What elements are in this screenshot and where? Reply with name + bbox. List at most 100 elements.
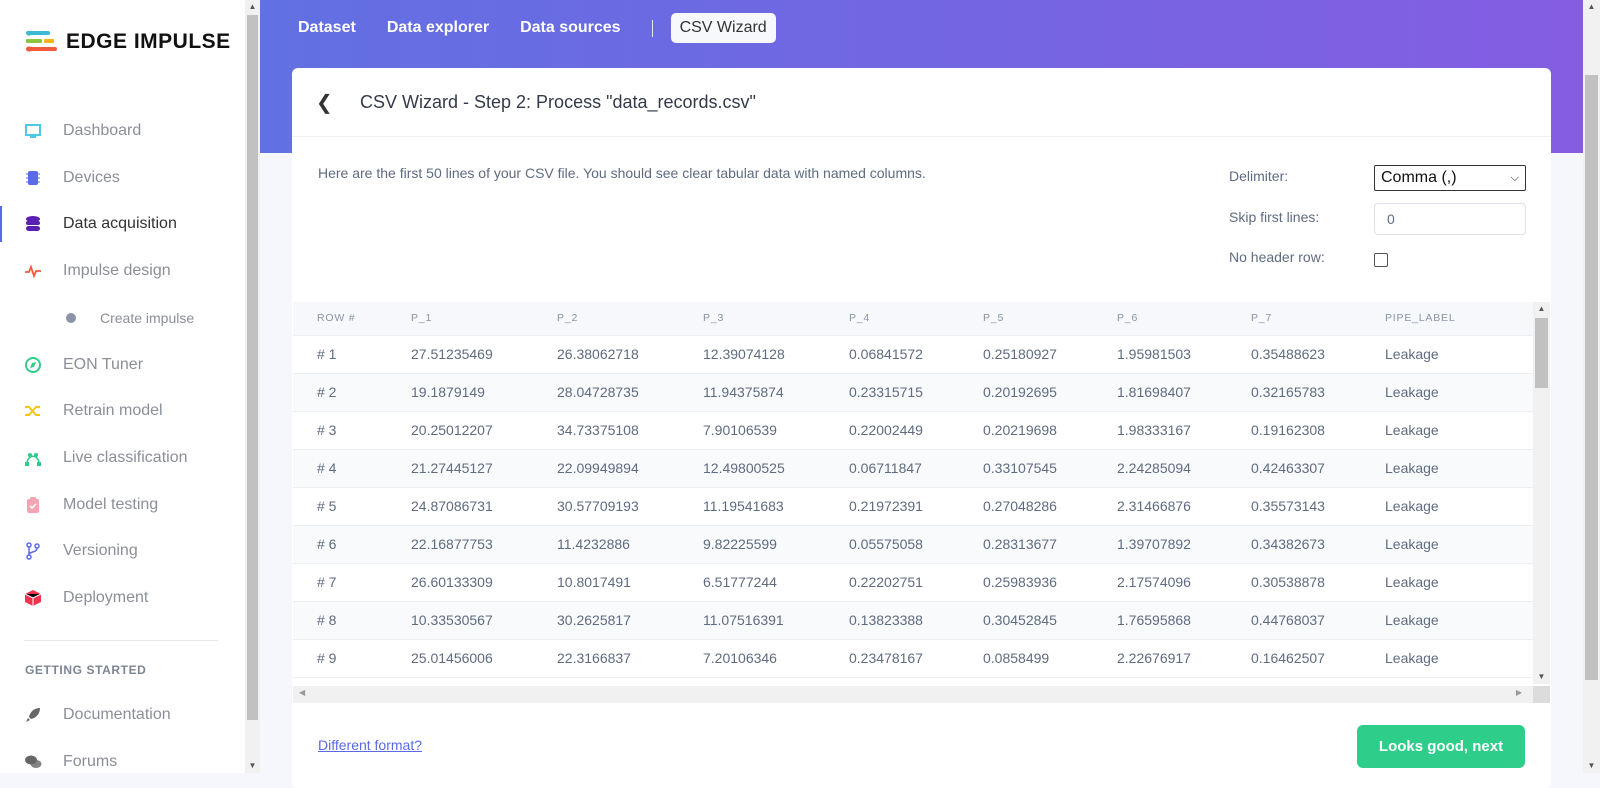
table-cell: # 5 <box>293 487 411 526</box>
different-format-link[interactable]: Different format? <box>318 737 423 753</box>
skip-lines-label: Skip first lines: <box>1229 209 1320 225</box>
chevron-down-icon: ⌵ <box>1510 171 1519 184</box>
sidebar-scrollbar[interactable]: ▲ ▼ <box>245 0 260 773</box>
tab-dataset[interactable]: Dataset <box>298 19 356 36</box>
sidebar-item-model-testing[interactable]: Model testing <box>0 485 245 525</box>
table-cell: 2.17574096 <box>1117 563 1251 602</box>
table-horizontal-scrollbar[interactable]: ◀ ▶ <box>293 686 1550 703</box>
table-cell: 10.33530567 <box>411 601 557 640</box>
tab-data-sources[interactable]: Data sources <box>520 19 621 36</box>
table-row: # 4 21.27445127 22.09949894 12.49800525 0.06… <box>293 449 1533 488</box>
tab-data-explorer[interactable]: Data explorer <box>386 19 490 36</box>
scroll-up-icon[interactable]: ▲ <box>248 2 257 11</box>
scrollbar-thumb[interactable] <box>1535 318 1548 388</box>
scroll-right-icon[interactable]: ▶ <box>1515 688 1522 697</box>
sidebar-item-devices[interactable]: Devices <box>0 158 245 198</box>
sidebar-item-data-acquisition[interactable]: Data acquisition <box>0 204 245 244</box>
sidebar-item-retrain-model[interactable]: Retrain model <box>0 391 245 431</box>
scroll-up-icon[interactable]: ▲ <box>1587 2 1596 11</box>
tab-csv-wizard[interactable]: CSV Wizard <box>670 13 776 43</box>
sidebar-item-label: Retrain model <box>63 402 163 420</box>
sidebar-item-deployment[interactable]: Deployment <box>0 578 245 618</box>
table-cell: 7.90106539 <box>703 411 849 450</box>
table-cell: 30.2625817 <box>557 601 703 640</box>
scroll-down-icon[interactable]: ▼ <box>1587 761 1596 770</box>
scrollbar-thumb[interactable] <box>247 15 258 720</box>
clipboard-check-icon <box>24 496 42 514</box>
page-scrollbar[interactable]: ▲ ▼ <box>1583 0 1600 773</box>
table-cell: # 2 <box>293 373 411 412</box>
sidebar-item-live-classification[interactable]: Live classification <box>0 438 245 478</box>
table-cell: # 9 <box>293 639 411 678</box>
table-cell: 28.04728735 <box>557 373 703 412</box>
column-header: P_6 <box>1117 302 1251 336</box>
table-cell: 25.01456006 <box>411 639 557 678</box>
table-cell: 1.95981503 <box>1117 335 1251 374</box>
table-row: # 5 24.87086731 30.57709193 11.19541683 0.21… <box>293 487 1533 526</box>
table-vertical-scrollbar[interactable]: ▲ ▼ <box>1533 302 1550 684</box>
scroll-down-icon[interactable]: ▼ <box>248 761 257 770</box>
sidebar-item-impulse-design[interactable]: Impulse design <box>0 251 245 291</box>
table-cell: 0.05575058 <box>849 525 983 564</box>
sidebar-item-create-impulse[interactable]: Create impulse <box>0 298 245 338</box>
sidebar-item-documentation[interactable]: Documentation <box>0 695 245 735</box>
scroll-down-icon[interactable]: ▼ <box>1537 672 1546 681</box>
sidebar-item-eon-tuner[interactable]: EON Tuner <box>0 345 245 385</box>
sidebar-item-forums[interactable]: Forums <box>0 742 245 782</box>
scrollbar-corner <box>1533 686 1550 703</box>
table-cell: 0.16462507 <box>1251 639 1385 678</box>
table-cell: 0.23315715 <box>849 373 983 412</box>
scroll-left-icon[interactable]: ◀ <box>299 688 306 697</box>
scrollbar-thumb[interactable] <box>1585 75 1598 680</box>
nodes-icon <box>24 449 42 467</box>
column-header: P_5 <box>983 302 1117 336</box>
logo[interactable]: EDGE IMPULSE <box>26 30 231 54</box>
table-cell: Leakage <box>1385 639 1533 678</box>
sidebar-item-label: Forums <box>63 753 118 770</box>
table-cell: 0.21972391 <box>849 487 983 526</box>
table-cell: # 8 <box>293 601 411 640</box>
table-cell: 20.25012207 <box>411 411 557 450</box>
pulse-icon <box>24 262 42 280</box>
delimiter-select[interactable]: Comma (,) ⌵ <box>1374 165 1526 191</box>
column-header: P_3 <box>703 302 849 336</box>
table-cell: # 4 <box>293 449 411 488</box>
table-cell: Leakage <box>1385 601 1533 640</box>
table-cell: 6.51777244 <box>703 563 849 602</box>
table-cell: 0.22002449 <box>849 411 983 450</box>
table-cell: Leakage <box>1385 525 1533 564</box>
table-cell: Leakage <box>1385 487 1533 526</box>
tab-separator <box>651 19 653 37</box>
table-cell: 0.25983936 <box>983 563 1117 602</box>
table-cell: 1.76595868 <box>1117 601 1251 640</box>
table-cell: 0.27048286 <box>983 487 1117 526</box>
table-cell: Leakage <box>1385 449 1533 488</box>
table-cell: 0.33107545 <box>983 449 1117 488</box>
table-cell: 0.30538878 <box>1251 563 1385 602</box>
scroll-up-icon[interactable]: ▲ <box>1537 304 1546 313</box>
dot-icon <box>62 309 80 327</box>
sidebar-item-label: Versioning <box>63 542 138 560</box>
table-row: # 7 26.60133309 10.8017491 6.51777244 0.2220… <box>293 563 1533 602</box>
table-cell: 26.38062718 <box>557 335 703 374</box>
table-cell: 2.24285094 <box>1117 449 1251 488</box>
column-header: ROW # <box>293 302 411 336</box>
no-header-checkbox[interactable] <box>1374 253 1388 267</box>
table-cell: 22.09949894 <box>557 449 703 488</box>
sidebar-item-dashboard[interactable]: Dashboard <box>0 111 245 151</box>
csv-wizard-card: ❮ CSV Wizard - Step 2: Process "data_rec… <box>292 68 1551 788</box>
sidebar-item-label: Data acquisition <box>63 215 177 233</box>
table-cell: 0.0858499 <box>983 639 1117 678</box>
table-cell: 26.60133309 <box>411 563 557 602</box>
table-cell: 0.32165783 <box>1251 373 1385 412</box>
skip-lines-input[interactable]: 0 <box>1374 203 1526 235</box>
table-cell: 19.1879149 <box>411 373 557 412</box>
table-cell: 22.16877753 <box>411 525 557 564</box>
back-chevron-icon[interactable]: ❮ <box>316 91 333 114</box>
looks-good-next-button[interactable]: Looks good, next <box>1357 725 1525 768</box>
table-cell: 0.23478167 <box>849 639 983 678</box>
table-cell: 7.20106346 <box>703 639 849 678</box>
sidebar-item-versioning[interactable]: Versioning <box>0 531 245 571</box>
column-header: P_7 <box>1251 302 1385 336</box>
